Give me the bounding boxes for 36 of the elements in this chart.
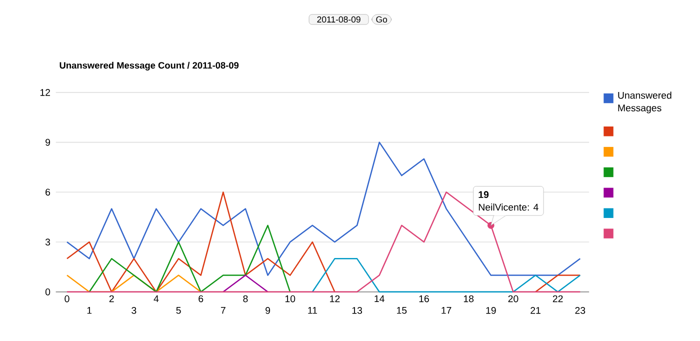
x-tick-label: 8 [243, 296, 248, 302]
chart-title: Unanswered Message Count / 2011-08-09 [60, 62, 239, 71]
x-tick-label: 11 [308, 307, 317, 314]
line-series [88, 225, 291, 293]
legend-label: Unanswered Messages [618, 92, 672, 114]
x-tick-label: 16 [419, 296, 429, 302]
y-tick-label: 12 [40, 89, 50, 96]
x-tick-label: 3 [132, 307, 136, 314]
x-tick-label: 2 [109, 296, 114, 302]
x-tick-label: 12 [330, 296, 340, 302]
x-tick-label: 4 [154, 296, 159, 302]
annotation: 19 [478, 191, 489, 198]
x-tick-label: 6 [198, 296, 204, 302]
y-tick-label: 0 [45, 288, 50, 296]
x-tick-label: 19 [486, 307, 496, 314]
x-tick-label: 1 [87, 307, 92, 314]
text: 2011-08-09 [317, 16, 360, 23]
x-tick-label: 14 [374, 296, 384, 302]
x-tick-label: 21 [530, 307, 540, 314]
x-tick-label: 7 [220, 307, 226, 314]
y-tick-label: 6 [46, 188, 50, 196]
x-tick-label: 23 [575, 307, 586, 314]
x-tick-label: 13 [352, 307, 362, 314]
x-tick-label: 10 [285, 296, 296, 302]
x-tick-label: 22 [552, 296, 563, 302]
x-tick-label: 15 [397, 307, 407, 314]
x-tick-label: 9 [266, 307, 270, 314]
y-tick-label: 9 [46, 139, 50, 146]
text: Go [376, 16, 388, 23]
annotation: NeilVicente: 4 [478, 204, 538, 211]
x-tick-label: 5 [176, 307, 181, 314]
x-tick-label: 17 [442, 307, 452, 314]
y-tick-label: 3 [45, 238, 50, 246]
x-tick-label: 20 [508, 296, 518, 302]
x-tick-label: 18 [464, 296, 474, 302]
x-tick-label: 0 [64, 296, 70, 302]
